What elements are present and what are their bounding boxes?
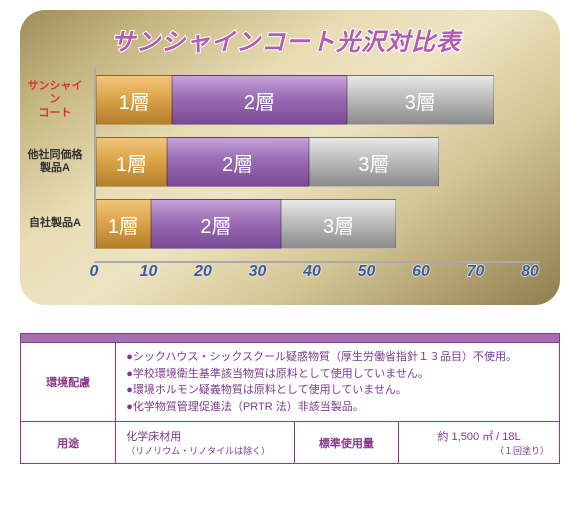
env-bullets: ●シックハウス・シックスクール疑惑物質（厚生労働省指針１３品目）不使用。●学校環… <box>116 343 560 422</box>
row-label: 自社製品A <box>24 217 86 230</box>
row-label: 他社同価格製品A <box>24 149 86 175</box>
bar-area: 1層2層3層 <box>96 75 494 125</box>
std-amount-value: 約 1,500 ㎡ / 18L （１回塗り） <box>399 422 560 464</box>
axis-tick: 20 <box>194 263 212 281</box>
bullet: ●環境ホルモン疑義物質は原料として使用していません。 <box>126 382 549 399</box>
bar-area: 1層2層3層 <box>96 199 396 249</box>
usage-value: 化学床材用 （リノリウム・リノタイルは除く） <box>116 422 294 464</box>
axis-tick: 60 <box>412 263 430 281</box>
axis-tick: 50 <box>358 263 376 281</box>
row-label: サンシャインコート <box>24 80 86 120</box>
chart-row: サンシャインコート1層2層3層 <box>96 75 540 125</box>
bullet: ●学校環境衛生基準該当物質は原料として使用していません。 <box>126 366 549 383</box>
bullet: ●化学物質管理促進法（PRTR 法）非該当製品。 <box>126 399 549 416</box>
bar-segment: 1層 <box>96 75 172 125</box>
chart-row: 他社同価格製品A1層2層3層 <box>96 137 540 187</box>
bullet: ●シックハウス・シックスクール疑惑物質（厚生労働省指針１３品目）不使用。 <box>126 349 549 366</box>
table-row: 用途 化学床材用 （リノリウム・リノタイルは除く） 標準使用量 約 1,500 … <box>21 422 560 464</box>
table-row: 環境配慮 ●シックハウス・シックスクール疑惑物質（厚生労働省指針１３品目）不使用… <box>21 343 560 422</box>
bar-area: 1層2層3層 <box>96 137 439 187</box>
bar-segment: 1層 <box>96 199 151 249</box>
table-top-band <box>20 333 560 342</box>
chart-panel: サンシャインコート光沢対比表 サンシャインコート1層2層3層他社同価格製品A1層… <box>20 10 560 305</box>
chart-rows: サンシャインコート1層2層3層他社同価格製品A1層2層3層自社製品A1層2層3層 <box>94 67 540 249</box>
usage-main: 化学床材用 <box>126 431 181 443</box>
info-table: 環境配慮 ●シックハウス・シックスクール疑惑物質（厚生労働省指針１３品目）不使用… <box>20 342 560 464</box>
bar-segment: 3層 <box>309 137 440 187</box>
usage-note: （リノリウム・リノタイルは除く） <box>126 446 270 456</box>
bar-segment: 3層 <box>281 199 395 249</box>
bar-segment: 2層 <box>172 75 346 125</box>
std-amount-note: （１回塗り） <box>409 444 549 457</box>
usage-label: 用途 <box>21 422 116 464</box>
std-amount-main: 約 1,500 ㎡ / 18L <box>437 431 520 443</box>
axis-tick: 10 <box>140 263 158 281</box>
axis-tick: 40 <box>303 263 321 281</box>
chart-x-axis: 01020304050607080 <box>94 261 540 287</box>
bar-segment: 3層 <box>347 75 494 125</box>
axis-tick: 0 <box>90 263 99 281</box>
std-amount-label: 標準使用量 <box>294 422 398 464</box>
axis-tick: 80 <box>521 263 539 281</box>
env-label: 環境配慮 <box>21 343 116 422</box>
axis-tick: 70 <box>467 263 485 281</box>
axis-tick: 30 <box>249 263 267 281</box>
info-table-wrap <box>20 333 560 342</box>
chart-row: 自社製品A1層2層3層 <box>96 199 540 249</box>
chart-body: サンシャインコート1層2層3層他社同価格製品A1層2層3層自社製品A1層2層3層… <box>32 67 540 287</box>
chart-title: サンシャインコート光沢対比表 <box>32 22 540 57</box>
bar-segment: 2層 <box>151 199 282 249</box>
bar-segment: 2層 <box>167 137 309 187</box>
bar-segment: 1層 <box>96 137 167 187</box>
